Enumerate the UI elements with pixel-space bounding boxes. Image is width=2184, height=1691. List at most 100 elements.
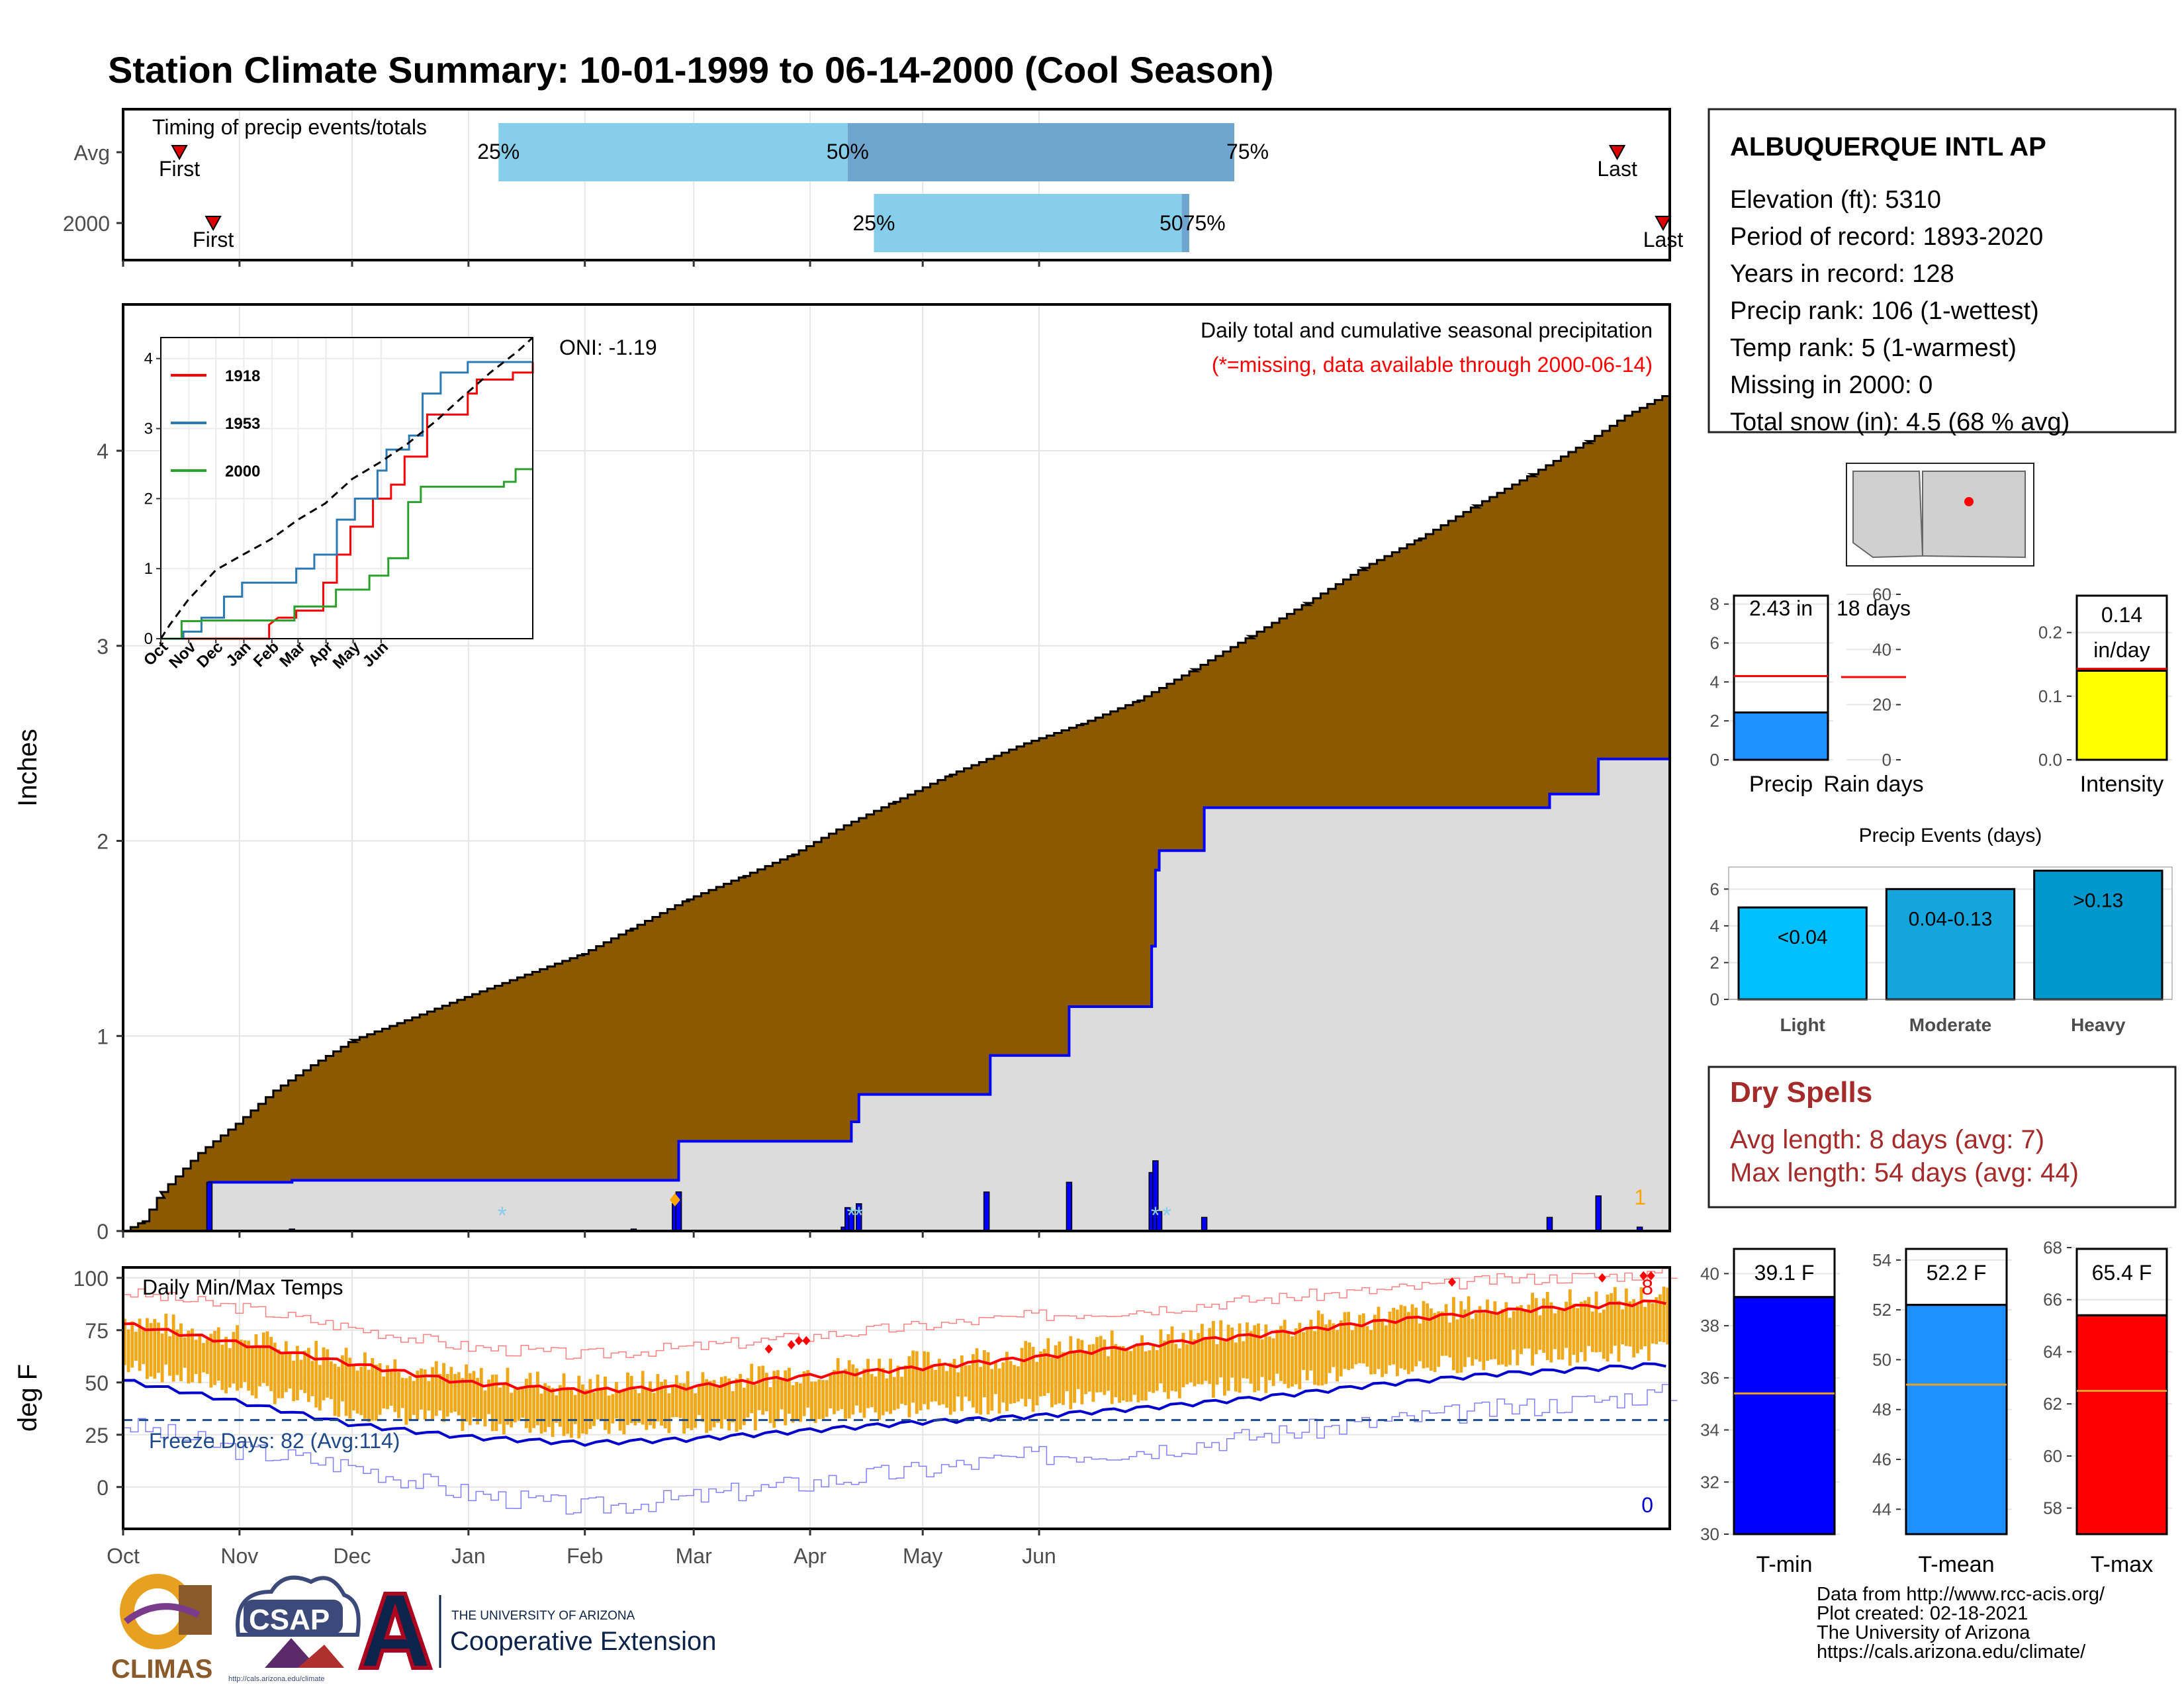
temps-daily-bar: [1125, 1349, 1129, 1402]
precip-chart-subtitle: (*=missing, data available through 2000-…: [1212, 353, 1653, 377]
temps-daily-bar: [555, 1395, 559, 1423]
temps-daily-bar: [1140, 1335, 1144, 1401]
temps-daily-bar: [479, 1367, 483, 1420]
temps-daily-bar: [273, 1342, 277, 1404]
timing-avg-bar-50-75: [847, 123, 1235, 181]
temps-daily-bar: [521, 1386, 525, 1418]
temps-daily-bar: [844, 1369, 847, 1419]
temps-daily-bar: [442, 1363, 445, 1422]
temps-daily-bar: [878, 1358, 881, 1420]
temps-daily-bar: [375, 1364, 378, 1421]
temps-daily-bar: [1651, 1303, 1655, 1344]
snow-marker: *: [846, 1202, 856, 1229]
temps-daily-bar: [371, 1357, 375, 1421]
temps-daily-bar: [641, 1371, 645, 1425]
temps-daily-bar: [1253, 1325, 1257, 1393]
temps-daily-bar: [1177, 1348, 1181, 1398]
temps-daily-bar: [1549, 1302, 1553, 1363]
map-new-mexico: [1922, 471, 2026, 559]
tmean-value-label: 65.4 F: [2092, 1261, 2152, 1285]
temps-daily-bar: [956, 1372, 960, 1397]
tmean-bar-outline: [1733, 1248, 1836, 1299]
temps-x-tick-label: Jun: [1022, 1544, 1056, 1568]
temps-daily-bar: [281, 1353, 285, 1398]
temps-daily-bar: [1590, 1311, 1594, 1352]
tmean-bar-T-max: [2075, 1314, 2168, 1535]
temps-daily-bar: [975, 1348, 979, 1414]
temps-daily-bar: [1538, 1315, 1542, 1350]
temps-daily-bar: [1028, 1342, 1031, 1399]
timing-row-label: 2000: [63, 212, 110, 236]
temps-daily-bar: [723, 1376, 727, 1420]
tmean-y-tick-label: 36: [1700, 1368, 1719, 1388]
tmean-y-tick-label: 64: [2043, 1342, 2062, 1361]
temps-daily-bar: [1531, 1293, 1534, 1366]
temps-daily-bar: [1166, 1334, 1170, 1399]
temps-daily-bar: [806, 1370, 810, 1408]
temps-daily-bar: [1384, 1325, 1388, 1374]
temps-daily-bar: [784, 1370, 788, 1426]
temps-daily-bar: [791, 1385, 795, 1423]
temps-daily-bar: [168, 1336, 171, 1376]
temps-daily-bar: [757, 1366, 761, 1410]
temps-daily-bar: [1354, 1324, 1358, 1365]
tmean-y-tick-label: 60: [2043, 1446, 2062, 1466]
temps-daily-bar: [663, 1379, 667, 1429]
temps-daily-bar: [465, 1364, 469, 1422]
temps-y-tick-label: 100: [73, 1267, 109, 1291]
temps-daily-bar: [810, 1381, 813, 1420]
inset-y-tick-label: 3: [144, 420, 153, 438]
timing-2000-bar-25-50: [874, 194, 1182, 252]
temps-daily-bar: [971, 1354, 975, 1408]
temps-daily-bar: [243, 1340, 247, 1382]
temps-daily-bar: [1403, 1306, 1407, 1370]
timing-avg-last-marker: [1608, 145, 1626, 161]
temps-daily-bar: [1242, 1341, 1246, 1379]
temps-daily-bar: [1433, 1312, 1437, 1373]
event-bar-label: <0.04: [1778, 927, 1828, 948]
temps-daily-bar: [333, 1363, 337, 1416]
temps-daily-bar: [968, 1365, 972, 1401]
temps-daily-bar: [1500, 1308, 1504, 1365]
temps-daily-bar: [1666, 1287, 1670, 1345]
temps-daily-bar: [303, 1350, 307, 1393]
temps-daily-bar: [138, 1318, 142, 1371]
tmean-y-tick-label: 44: [1872, 1499, 1891, 1519]
temps-daily-bar: [1545, 1292, 1549, 1361]
timing-2000-last-label: Last: [1643, 228, 1684, 251]
temps-daily-bar: [1414, 1307, 1418, 1367]
total-panel-label: Intensity: [2080, 772, 2164, 797]
temps-daily-bar: [997, 1368, 1001, 1414]
record-high-marker: [1647, 1271, 1655, 1281]
temps-daily-bar: [1230, 1327, 1234, 1378]
temps-daily-bar: [1602, 1309, 1606, 1359]
temps-record-max-line: [123, 1267, 1678, 1360]
temps-daily-bar: [344, 1348, 348, 1416]
temps-record-lo-count: 0: [1641, 1493, 1653, 1517]
temps-daily-bar: [1313, 1331, 1316, 1385]
temps-daily-bar: [1091, 1344, 1095, 1402]
footer-line: https://cals.arizona.edu/climate/: [1817, 1641, 2086, 1663]
record-high-marker: [787, 1340, 796, 1349]
temps-daily-bar: [746, 1378, 750, 1418]
temps-daily-bar: [1080, 1340, 1084, 1404]
temps-daily-bar: [1249, 1331, 1253, 1384]
temps-daily-bar: [524, 1379, 528, 1428]
temps-daily-bar: [750, 1363, 754, 1414]
temps-daily-bar: [510, 1393, 514, 1428]
temps-daily-bar: [964, 1365, 968, 1397]
temps-daily-bar: [1121, 1346, 1125, 1400]
temps-daily-bar: [1557, 1310, 1561, 1360]
temps-daily-bar: [626, 1372, 629, 1426]
temps-daily-bar: [889, 1358, 892, 1414]
temps-daily-bar: [900, 1377, 903, 1404]
temps-daily-bar: [1542, 1298, 1545, 1353]
temps-daily-bar: [175, 1329, 179, 1375]
temps-daily-bar: [656, 1373, 660, 1422]
temps-daily-bar: [1204, 1337, 1208, 1381]
temps-daily-bar: [1222, 1339, 1226, 1396]
temps-daily-bar: [1504, 1302, 1508, 1367]
csap-logo-text: CSAP: [249, 1604, 330, 1636]
temps-daily-bar: [1298, 1322, 1302, 1390]
temps-daily-bar: [633, 1389, 637, 1426]
